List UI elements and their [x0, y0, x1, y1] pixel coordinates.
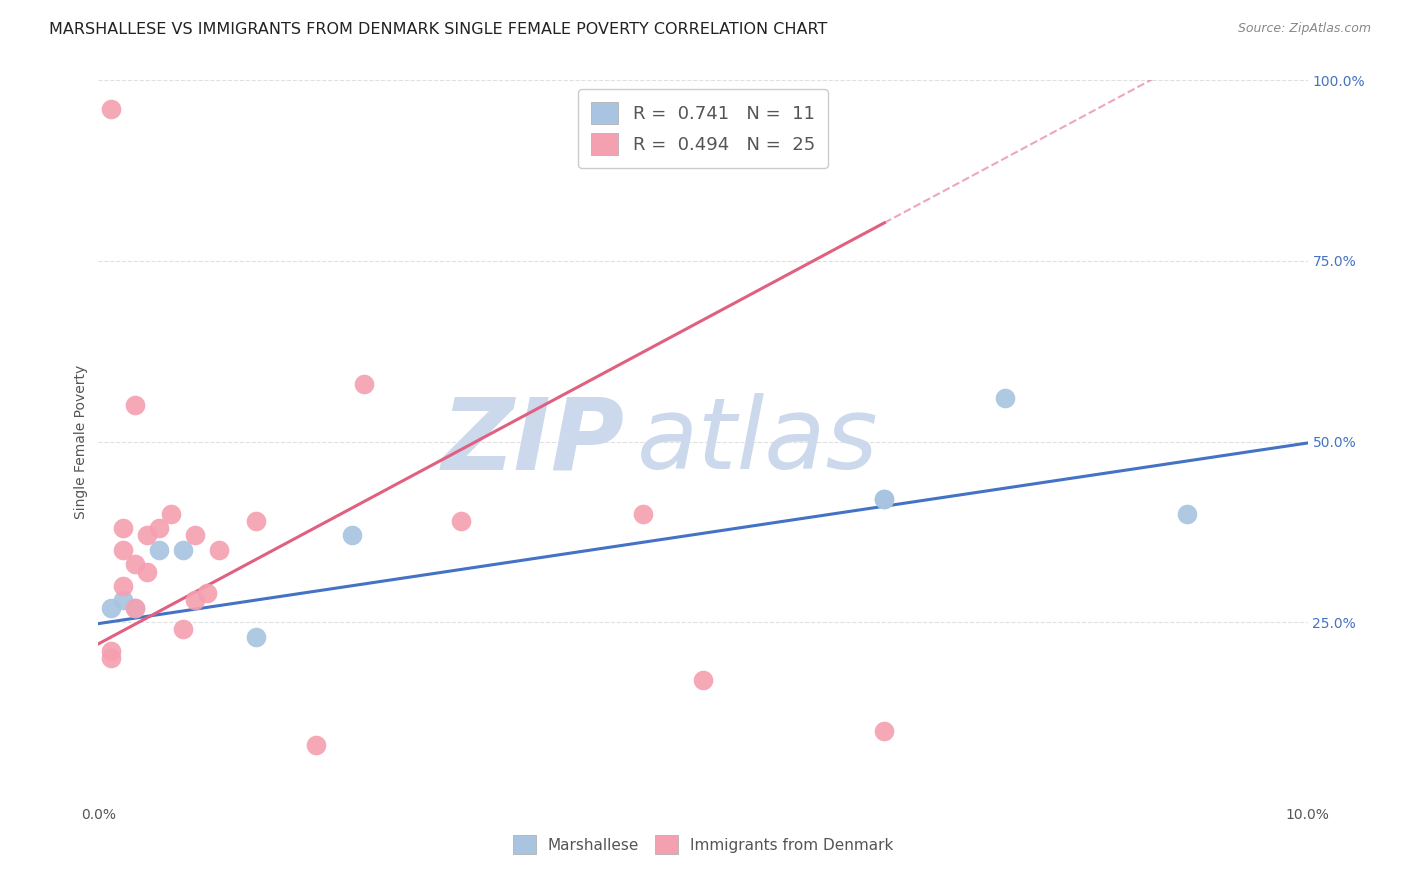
Point: [124, 600, 146, 615]
Y-axis label: Single Female Poverty: Single Female Poverty: [75, 365, 89, 518]
Point: [111, 593, 134, 607]
Point: [245, 514, 267, 528]
Point: [100, 644, 122, 658]
Point: [135, 565, 157, 579]
Point: [148, 542, 170, 557]
Point: [100, 102, 122, 116]
Point: [873, 492, 896, 507]
Point: [100, 651, 122, 665]
Point: [692, 673, 714, 687]
Point: [184, 528, 207, 542]
Point: [160, 507, 183, 521]
Point: [305, 738, 328, 752]
Point: [873, 723, 896, 738]
Text: ZIP: ZIP: [441, 393, 624, 490]
Point: [148, 521, 170, 535]
Point: [873, 492, 896, 507]
Legend: Marshallese, Immigrants from Denmark: Marshallese, Immigrants from Denmark: [506, 830, 900, 860]
Point: [124, 398, 146, 412]
Point: [208, 542, 231, 557]
Point: [450, 514, 472, 528]
Point: [172, 623, 194, 637]
Point: [111, 521, 134, 535]
Text: MARSHALLESE VS IMMIGRANTS FROM DENMARK SINGLE FEMALE POVERTY CORRELATION CHART: MARSHALLESE VS IMMIGRANTS FROM DENMARK S…: [49, 22, 828, 37]
Point: [195, 586, 218, 600]
Point: [1175, 507, 1198, 521]
Text: atlas: atlas: [637, 393, 879, 490]
Point: [184, 593, 207, 607]
Point: [994, 391, 1017, 405]
Point: [111, 579, 134, 593]
Point: [342, 528, 364, 542]
Text: Source: ZipAtlas.com: Source: ZipAtlas.com: [1237, 22, 1371, 36]
Point: [124, 600, 146, 615]
Point: [172, 542, 194, 557]
Point: [353, 376, 375, 391]
Point: [124, 558, 146, 572]
Point: [100, 600, 122, 615]
Point: [245, 630, 267, 644]
Point: [111, 542, 134, 557]
Point: [135, 528, 157, 542]
Point: [631, 507, 654, 521]
